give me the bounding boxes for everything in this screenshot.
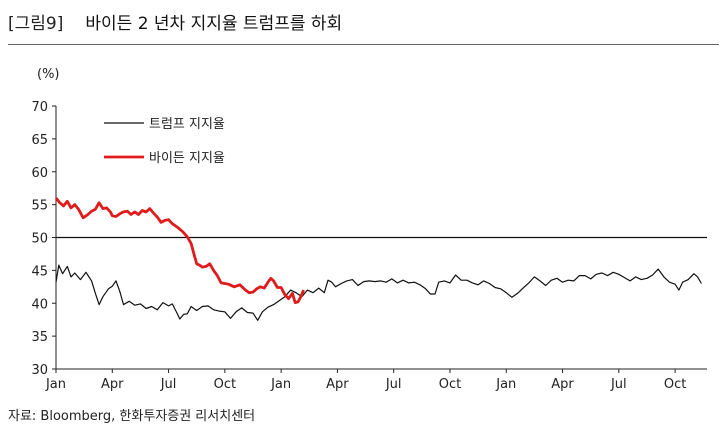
y-unit-label: (%) bbox=[37, 67, 60, 82]
x-tick-label: Jul bbox=[160, 377, 177, 392]
series-line-biden bbox=[54, 197, 305, 304]
x-tick-label: Oct bbox=[214, 377, 236, 392]
x-tick-label: Oct bbox=[439, 377, 461, 392]
y-tick-label: 30 bbox=[31, 363, 48, 378]
x-tick-label: Jan bbox=[270, 377, 291, 392]
x-tick-label: Apr bbox=[101, 377, 124, 392]
x-tick-label: Jan bbox=[45, 377, 66, 392]
y-tick-label: 35 bbox=[31, 330, 48, 345]
header-divider bbox=[8, 44, 719, 45]
y-tick-label: 45 bbox=[31, 264, 48, 279]
legend-label-biden: 바이든 지지율 bbox=[149, 151, 225, 166]
figure-header: [그림9] 바이든 2 년차 지지율 트럼프를 하회 bbox=[8, 5, 342, 37]
x-tick-label: Apr bbox=[551, 377, 574, 392]
figure-label: [그림9] bbox=[8, 13, 64, 34]
y-tick-label: 55 bbox=[31, 199, 48, 214]
x-tick-label: Jul bbox=[610, 377, 627, 392]
source-note: 자료: Bloomberg, 한화투자증권 리서치센터 bbox=[8, 409, 256, 424]
x-tick-label: Oct bbox=[664, 377, 686, 392]
y-tick-label: 60 bbox=[31, 166, 48, 181]
series-line-trump bbox=[55, 264, 702, 321]
legend-label-trump: 트럼프 지지율 bbox=[149, 117, 225, 132]
x-tick-label: Jul bbox=[385, 377, 402, 392]
figure-title: 바이든 2 년차 지지율 트럼프를 하회 bbox=[85, 13, 343, 34]
x-tick-label: Apr bbox=[326, 377, 349, 392]
y-tick-label: 50 bbox=[31, 232, 48, 247]
y-tick-label: 40 bbox=[31, 297, 48, 312]
x-tick-label: Jan bbox=[495, 377, 516, 392]
y-tick-label: 65 bbox=[31, 133, 48, 148]
y-tick-label: 70 bbox=[31, 100, 48, 115]
